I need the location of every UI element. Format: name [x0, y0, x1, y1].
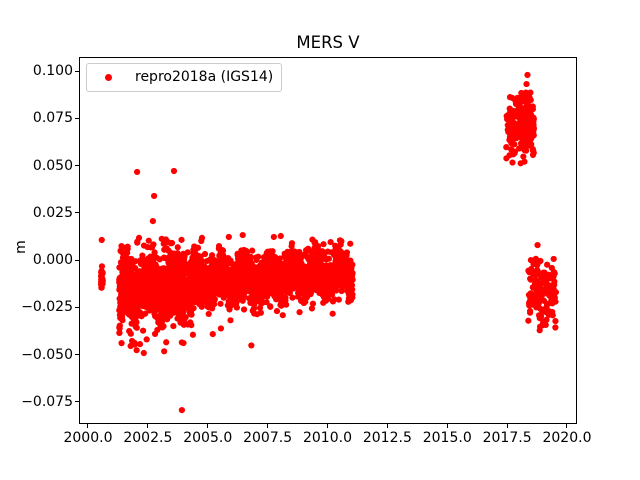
plot-title: MERS V — [296, 33, 360, 52]
y-tick-mark — [75, 212, 79, 214]
y-tick-label: 0.025 — [32, 204, 73, 221]
y-tick-label: −0.050 — [21, 346, 73, 363]
y-tick-mark — [75, 70, 79, 72]
plot-area — [79, 57, 577, 424]
x-tick-label: 2012.5 — [362, 430, 412, 446]
x-tick-label: 2007.5 — [243, 430, 293, 446]
x-tick-mark — [267, 424, 269, 428]
x-tick-mark — [446, 424, 448, 428]
legend: repro2018a (IGS14) — [86, 63, 282, 92]
x-tick-mark — [207, 424, 209, 428]
y-tick-mark — [75, 259, 79, 261]
x-tick-mark — [506, 424, 508, 428]
y-tick-mark — [75, 117, 79, 119]
y-tick-label: −0.075 — [21, 393, 73, 410]
y-tick-label: 0.050 — [32, 157, 73, 174]
legend-label: repro2018a (IGS14) — [135, 69, 274, 85]
x-tick-mark — [147, 424, 149, 428]
x-tick-label: 2002.5 — [123, 430, 173, 446]
x-tick-label: 2015.0 — [422, 430, 472, 446]
y-tick-mark — [75, 306, 79, 308]
y-tick-label: 0.100 — [32, 63, 73, 80]
y-tick-label: −0.025 — [21, 299, 73, 316]
x-tick-label: 2017.5 — [482, 430, 532, 446]
scatter-canvas — [80, 58, 576, 423]
x-tick-mark — [386, 424, 388, 428]
x-tick-label: 2010.0 — [302, 430, 352, 446]
x-tick-label: 2000.0 — [63, 430, 113, 446]
y-tick-label: 0.075 — [32, 110, 73, 127]
x-tick-mark — [326, 424, 328, 428]
x-tick-label: 2020.0 — [542, 430, 592, 446]
legend-marker-dot-icon — [105, 74, 112, 81]
y-tick-label: 0.000 — [32, 252, 73, 269]
x-tick-mark — [566, 424, 568, 428]
y-tick-mark — [75, 401, 79, 403]
y-tick-mark — [75, 165, 79, 167]
x-tick-label: 2005.0 — [183, 430, 233, 446]
y-tick-mark — [75, 354, 79, 356]
x-tick-mark — [87, 424, 89, 428]
